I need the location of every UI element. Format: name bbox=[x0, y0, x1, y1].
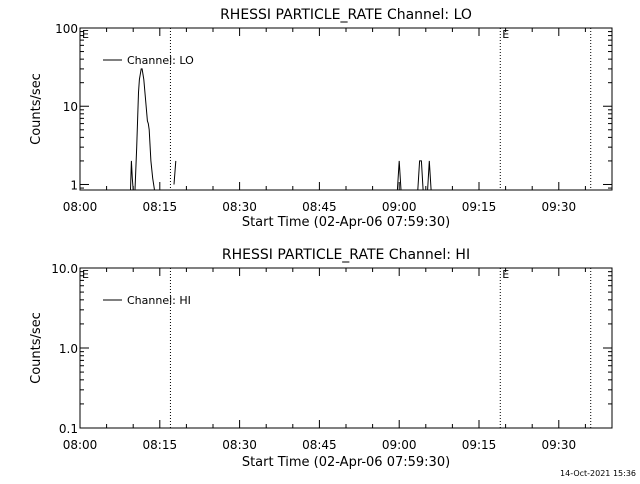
panel-1-series-line bbox=[427, 160, 432, 191]
panel-1-plot-frame bbox=[79, 27, 613, 191]
panel-1-x-tick-label: 09:00 bbox=[382, 200, 417, 214]
panel-1-series-line bbox=[134, 68, 155, 191]
panel-1-x-tick-label: 08:15 bbox=[143, 200, 178, 214]
panel-1-series-line bbox=[417, 160, 424, 191]
panel-2-y-tick-label: 0.1 bbox=[59, 422, 78, 436]
panel-1-event-marker-label: E bbox=[502, 28, 509, 41]
panel-2-chart-title: RHESSI PARTICLE_RATE Channel: HI bbox=[222, 247, 470, 263]
panel-1-y-tick-label: 1 bbox=[70, 178, 78, 192]
panel-1-series-line bbox=[173, 160, 177, 185]
panel-1-x-tick-label: 08:00 bbox=[63, 200, 98, 214]
panel-1-chart-title: RHESSI PARTICLE_RATE Channel: LO bbox=[220, 7, 472, 23]
panel-1-x-axis-label: Start Time (02-Apr-06 07:59:30) bbox=[242, 215, 450, 230]
panel-1-y-tick-label: 10 bbox=[63, 100, 78, 114]
panel-1-series-line bbox=[396, 160, 402, 191]
panel-2-x-tick-label: 08:45 bbox=[302, 438, 337, 452]
panel-1-x-tick-label: 08:30 bbox=[222, 200, 257, 214]
panel-1-x-tick-label: 09:15 bbox=[462, 200, 497, 214]
panel-1-y-axis-label: Counts/sec bbox=[29, 73, 44, 145]
panel-1-x-tick-label: 08:45 bbox=[302, 200, 337, 214]
panel-2-y-tick-label: 10.0 bbox=[51, 262, 78, 276]
panel-2-x-axis-label: Start Time (02-Apr-06 07:59:30) bbox=[242, 455, 450, 470]
panel-2-event-marker-label: E bbox=[502, 268, 509, 281]
panel-2-x-tick-label: 08:30 bbox=[222, 438, 257, 452]
panel-2-x-tick-label: 09:30 bbox=[542, 438, 577, 452]
footer-timestamp: 14-Oct-2021 15:36 bbox=[560, 469, 636, 478]
panel-2-y-axis-label: Counts/sec bbox=[29, 312, 44, 384]
panel-1-corner-label: E bbox=[82, 28, 89, 41]
panel-2-x-tick-label: 09:15 bbox=[462, 438, 497, 452]
panel-2-x-tick-label: 09:00 bbox=[382, 438, 417, 452]
panel-1-y-tick-label: 100 bbox=[55, 22, 78, 36]
panel-2-y-tick-label: 1.0 bbox=[59, 342, 78, 356]
panel-1-series-line bbox=[130, 160, 134, 191]
panel-2-x-tick-label: 08:00 bbox=[63, 438, 98, 452]
panel-2-plot-frame bbox=[79, 267, 613, 429]
panel-2-legend-entry: Channel: HI bbox=[127, 294, 191, 307]
panel-1-x-tick-label: 09:30 bbox=[542, 200, 577, 214]
panel-2-corner-label: E bbox=[82, 268, 89, 281]
panel-1-legend-entry: Channel: LO bbox=[127, 54, 194, 67]
panel-2-x-tick-label: 08:15 bbox=[143, 438, 178, 452]
